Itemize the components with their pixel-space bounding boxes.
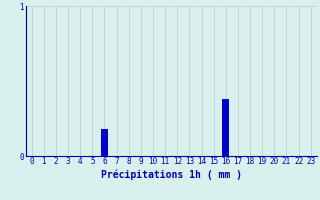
Bar [222, 99, 229, 156]
Bar [101, 129, 108, 156]
X-axis label: Précipitations 1h ( mm ): Précipitations 1h ( mm ) [101, 169, 242, 180]
